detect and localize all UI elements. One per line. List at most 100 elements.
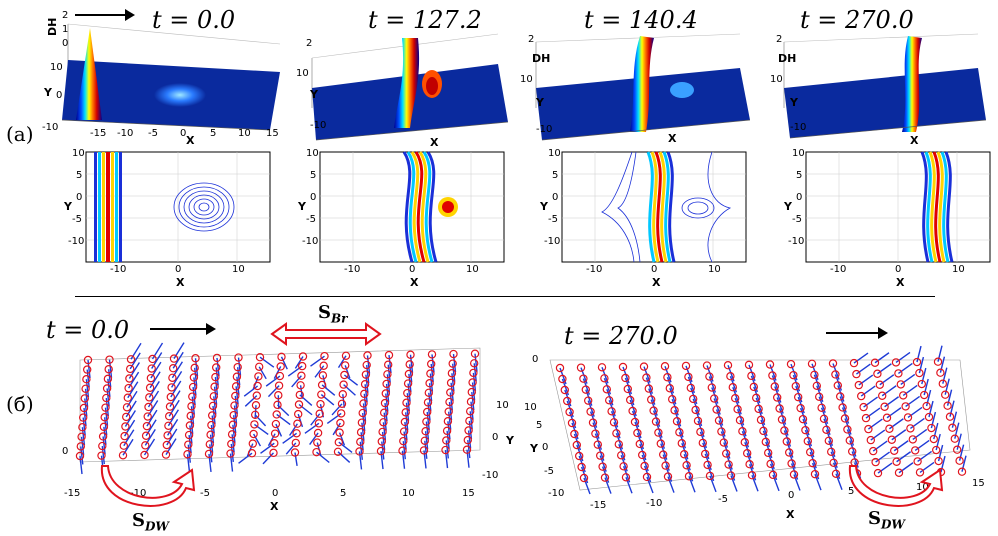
spin-site xyxy=(953,445,962,454)
spin-site xyxy=(334,437,343,447)
spin-vector xyxy=(299,394,313,406)
spin-site xyxy=(402,398,411,407)
left-x-tick-4: 5 xyxy=(340,488,347,499)
surface1-x-tick-4: 5 xyxy=(210,128,217,139)
spin-vector xyxy=(287,365,303,377)
spin-site xyxy=(231,382,241,391)
surface1-y-tick-mid: 0 xyxy=(56,90,63,101)
spin-site xyxy=(403,388,412,398)
spin-site xyxy=(161,450,171,459)
spin-site xyxy=(672,417,682,426)
spin-site xyxy=(635,439,645,449)
spin-site xyxy=(744,360,754,370)
contour-plot-3 xyxy=(561,151,747,263)
spin-site xyxy=(422,417,431,426)
spin-site xyxy=(721,449,731,458)
surface-plot-1 xyxy=(61,23,281,131)
spin-site xyxy=(768,371,777,380)
spin-site xyxy=(357,418,367,427)
spin-vector xyxy=(874,352,890,364)
right-y-tick-0: 10 xyxy=(524,402,537,413)
spin-site xyxy=(184,430,194,440)
spin-site xyxy=(382,379,391,389)
right-x-tick-0: -15 xyxy=(590,500,607,511)
spin-vector xyxy=(876,363,892,375)
spin-site xyxy=(698,438,707,448)
spin-site xyxy=(572,440,582,450)
spin-site xyxy=(934,456,943,466)
spin-site xyxy=(628,406,637,416)
surface1-z-tick-0: 0 xyxy=(62,38,69,49)
spin-site xyxy=(444,407,453,416)
spin-site xyxy=(681,361,691,371)
spin-site xyxy=(381,389,390,398)
spin-site xyxy=(887,435,896,444)
time-label-b-left: t = 0.0 xyxy=(46,316,130,344)
spin-site xyxy=(747,371,756,381)
spin-site xyxy=(100,413,109,422)
spin-vector xyxy=(888,418,904,430)
spin-vector xyxy=(860,385,876,397)
spin-site xyxy=(276,362,285,371)
contour-plot-1 xyxy=(85,151,271,263)
surface3-y-tick-bot: -10 xyxy=(536,124,553,135)
contour1-y-tick-4: -10 xyxy=(68,236,85,247)
spin-site xyxy=(836,392,845,401)
spin-site xyxy=(118,451,128,460)
spin-site xyxy=(464,426,473,435)
spin-site xyxy=(703,460,712,470)
spin-vector xyxy=(891,429,907,441)
spin-site xyxy=(924,412,934,422)
spin-site xyxy=(857,391,866,401)
spin-vector xyxy=(730,475,738,492)
surface1-x-tick-0: -15 xyxy=(90,128,107,139)
spin-site xyxy=(843,425,852,434)
spin-site xyxy=(948,423,957,432)
spin-site xyxy=(619,462,628,471)
spin-site xyxy=(745,459,754,469)
surface1-x-label: X xyxy=(186,134,195,147)
left-y-tick-1: 0 xyxy=(492,432,499,443)
spin-site xyxy=(167,383,176,392)
spin-site xyxy=(957,467,967,476)
spin-site xyxy=(639,362,649,371)
spin-vector xyxy=(865,407,881,419)
spin-site xyxy=(646,395,656,404)
spin-site xyxy=(827,447,836,457)
spin-site xyxy=(166,392,176,402)
spin-site xyxy=(709,394,719,403)
contour1-x-tick-1: 0 xyxy=(175,264,182,275)
spin-site xyxy=(400,417,410,427)
surface2-x-label: X xyxy=(430,136,439,149)
spin-site xyxy=(294,400,304,409)
spin-vector xyxy=(919,461,935,473)
right-y-tick-1: 5 xyxy=(536,420,543,431)
surface-plot-3 xyxy=(535,33,751,141)
spin-site xyxy=(906,424,915,433)
spin-site xyxy=(313,428,323,438)
spin-site xyxy=(833,381,842,390)
spin-site xyxy=(76,442,85,451)
spin-site xyxy=(185,421,195,430)
spin-site xyxy=(145,383,155,392)
spin-site xyxy=(819,414,829,424)
spin-site xyxy=(945,412,955,421)
spin-site xyxy=(929,434,938,444)
spin-site xyxy=(445,397,454,407)
spin-site xyxy=(231,391,240,401)
spin-field-left xyxy=(75,342,481,475)
spin-site xyxy=(274,391,283,400)
spin-site xyxy=(297,371,306,380)
spin-site xyxy=(714,416,724,425)
spin-vector xyxy=(709,475,717,493)
spin-site xyxy=(79,403,89,413)
spin-vector xyxy=(937,444,944,462)
spin-vector xyxy=(316,451,330,464)
spin-vector xyxy=(332,422,341,436)
spin-site xyxy=(82,375,91,384)
spin-site xyxy=(469,368,478,378)
spin-vector xyxy=(884,396,900,408)
spin-site xyxy=(565,407,574,417)
spin-site xyxy=(773,393,782,402)
spin-vector xyxy=(772,474,780,492)
